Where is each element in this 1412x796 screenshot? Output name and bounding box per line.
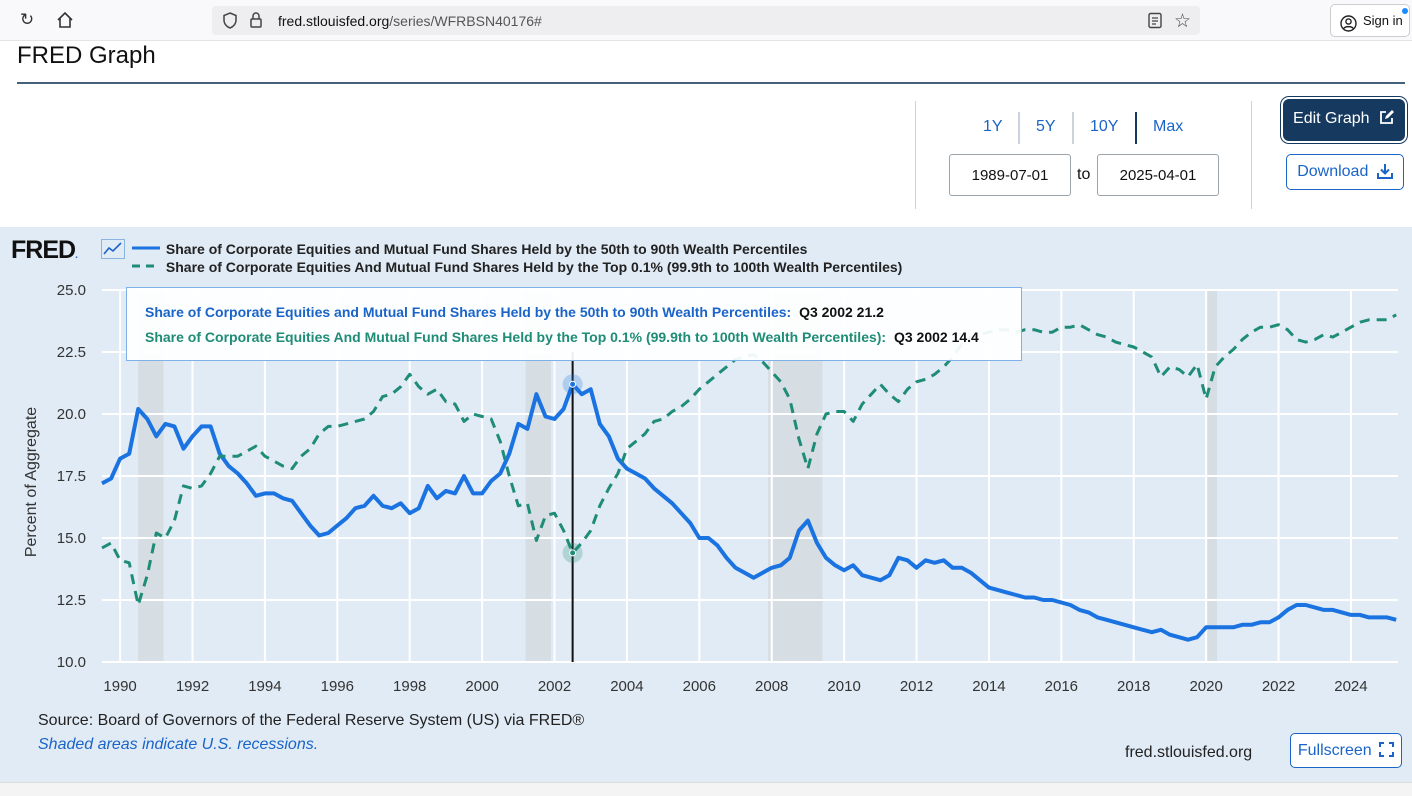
y-tick-label: 10.0: [57, 654, 86, 671]
x-tick-label: 2004: [610, 678, 643, 695]
recession-note: Shaded areas indicate U.S. recessions.: [38, 736, 319, 753]
chart-trend-icon: [101, 239, 125, 264]
y-axis-ticks: 10.0 12.5 15.0 17.5 20.0 22.5 25.0: [57, 282, 86, 671]
legend-label-series1: Share of Corporate Equities and Mutual F…: [165, 241, 808, 257]
y-axis-label: Percent of Aggregate: [23, 407, 40, 557]
legend-label-series2: Share of Corporate Equities And Mutual F…: [165, 259, 903, 275]
browser-bottom-bar: [0, 782, 1412, 796]
y-tick-label: 22.5: [57, 344, 86, 361]
controls-divider-left: [915, 101, 916, 209]
logo-dot: .: [75, 250, 78, 261]
series-line-1: [101, 382, 1397, 642]
range-5y-button[interactable]: 5Y: [1036, 118, 1056, 135]
x-tick-label: 2010: [827, 678, 860, 695]
tooltip-point: [569, 549, 577, 557]
y-tick-label: 17.5: [57, 468, 86, 485]
sign-in-label: Sign in: [1363, 13, 1403, 28]
x-tick-label: 2024: [1334, 678, 1367, 695]
range-separator-active: [1135, 112, 1137, 144]
fullscreen-label: Fullscreen: [1297, 742, 1372, 759]
x-tick-label: 2016: [1045, 678, 1078, 695]
y-tick-label: 12.5: [57, 592, 86, 609]
y-tick-label: 15.0: [57, 530, 86, 547]
url-domain: fred.stlouisfed.org: [278, 13, 390, 29]
star-icon[interactable]: ☆: [1174, 11, 1192, 32]
download-label: Download: [1297, 163, 1369, 180]
browser-toolbar: ↻ fred.stlouisfed.org/series/WFRBSN40176…: [0, 0, 1412, 41]
tooltip-series1: Share of Corporate Equities and Mutual F…: [145, 304, 884, 320]
download-icon: [1376, 158, 1393, 192]
reader-icon[interactable]: [1147, 12, 1163, 34]
y-tick-label: 20.0: [57, 406, 86, 423]
edit-graph-button[interactable]: Edit Graph: [1283, 99, 1405, 141]
range-separator: [1018, 112, 1020, 144]
x-axis-ticks: 1990 1992 1994 1996 1998 2000 2002 2004 2006 2008…: [103, 678, 1367, 695]
tooltip-series2: Share of Corporate Equities And Mutual F…: [145, 329, 979, 345]
range-separator: [1072, 112, 1074, 144]
tooltip-series2-value: Q3 2002 14.4: [893, 329, 979, 345]
x-tick-label: 2012: [900, 678, 933, 695]
address-bar[interactable]: fred.stlouisfed.org/series/WFRBSN40176# …: [212, 6, 1200, 35]
notification-dot: [1402, 8, 1408, 14]
edit-icon: [1378, 102, 1395, 142]
fullscreen-button[interactable]: Fullscreen: [1290, 733, 1402, 768]
controls-divider-right: [1251, 101, 1252, 209]
home-icon[interactable]: [54, 9, 76, 31]
x-tick-label: 2014: [972, 678, 1005, 695]
title-divider: [17, 82, 1405, 84]
tooltip: Share of Corporate Equities and Mutual F…: [126, 287, 1022, 361]
x-tick-label: 1996: [321, 678, 354, 695]
x-tick-label: 1990: [103, 678, 136, 695]
fred-url: fred.stlouisfed.org: [1125, 744, 1253, 761]
date-to-label: to: [1077, 166, 1091, 183]
start-date-input[interactable]: 1989-07-01: [949, 154, 1071, 196]
tooltip-point: [569, 380, 577, 388]
tooltip-series1-label: Share of Corporate Equities and Mutual F…: [145, 304, 792, 320]
range-max-button[interactable]: Max: [1153, 118, 1184, 135]
legend-swatch-solid: [132, 246, 160, 250]
range-1y-button[interactable]: 1Y: [983, 118, 1003, 135]
edit-graph-label: Edit Graph: [1293, 110, 1370, 127]
account-icon: [1340, 12, 1357, 43]
end-date-input[interactable]: 2025-04-01: [1097, 154, 1219, 196]
fred-logo-text: FRED: [11, 236, 76, 264]
range-10y-button[interactable]: 10Y: [1090, 118, 1119, 135]
tooltip-cursor: [562, 352, 583, 662]
x-tick-label: 1994: [248, 678, 281, 695]
x-tick-label: 2022: [1262, 678, 1295, 695]
y-tick-label: 25.0: [57, 282, 86, 299]
x-tick-label: 1992: [176, 678, 209, 695]
tooltip-series1-value: Q3 2002 21.2: [799, 304, 884, 320]
series-lines: [101, 313, 1397, 642]
source-note: Source: Board of Governors of the Federa…: [38, 712, 585, 729]
legend-entry-series1: Share of Corporate Equities and Mutual F…: [132, 241, 807, 257]
tooltip-series2-label: Share of Corporate Equities And Mutual F…: [145, 329, 887, 345]
legend-swatch-dashed: [132, 264, 160, 268]
lock-icon[interactable]: [249, 11, 263, 34]
x-tick-label: 2000: [465, 678, 498, 695]
sign-in-button[interactable]: Sign in: [1330, 4, 1410, 37]
download-button[interactable]: Download: [1286, 154, 1404, 190]
page-title: FRED Graph: [17, 42, 156, 69]
legend-entry-series2: Share of Corporate Equities And Mutual F…: [132, 259, 902, 275]
fullscreen-icon: [1379, 736, 1395, 769]
url-text[interactable]: fred.stlouisfed.org/series/WFRBSN40176#: [278, 13, 542, 29]
x-tick-label: 2008: [755, 678, 788, 695]
shield-icon[interactable]: [222, 12, 238, 34]
x-tick-label: 2018: [1117, 678, 1150, 695]
x-tick-label: 2020: [1189, 678, 1222, 695]
reload-icon[interactable]: ↻: [19, 10, 35, 29]
x-tick-label: 2006: [683, 678, 716, 695]
url-path: /series/WFRBSN40176#: [389, 13, 542, 29]
x-tick-label: 1998: [393, 678, 426, 695]
fred-logo: FRED.: [11, 236, 78, 265]
x-tick-label: 2002: [538, 678, 571, 695]
